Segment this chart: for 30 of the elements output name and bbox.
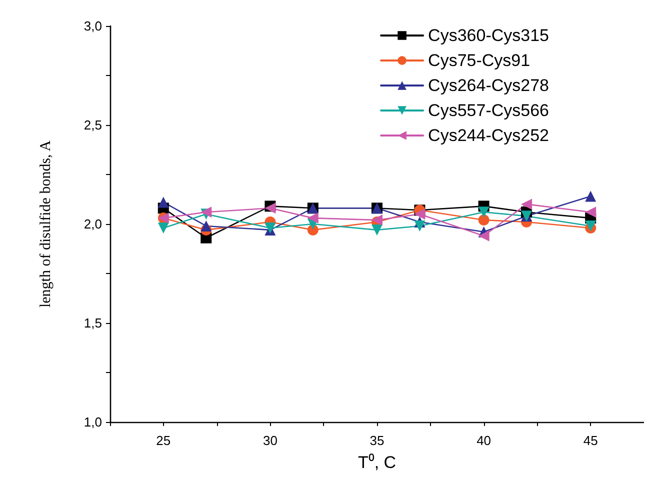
point — [478, 230, 490, 242]
point — [158, 222, 169, 234]
x-tick-label: 35 — [370, 433, 384, 448]
x-axis-title: T⁰, C — [358, 453, 396, 472]
y-tick-label: 2,0 — [84, 216, 102, 232]
x-tick-label: 30 — [262, 433, 278, 448]
y-tick-label: 2,5 — [84, 118, 102, 132]
point — [307, 212, 318, 224]
point — [478, 206, 490, 218]
legend-label: Cys244-Cys252 — [428, 126, 550, 145]
point — [585, 206, 596, 218]
x-tick-label: 40 — [476, 433, 492, 448]
point — [585, 190, 596, 202]
point — [414, 208, 426, 220]
point — [414, 220, 426, 232]
legend-label: Cys264-Cys278 — [428, 76, 550, 95]
point — [521, 198, 532, 210]
x-tick-label: 25 — [156, 433, 171, 448]
point — [158, 196, 169, 208]
legend-label: Cys75-Cys91 — [428, 51, 530, 70]
legend-label: Cys557-Cys566 — [428, 101, 550, 120]
legend-label: Cys360-Cys315 — [428, 26, 550, 45]
y-tick-label: 3,0 — [84, 18, 102, 34]
point — [478, 214, 490, 226]
y-tick-label: 1,0 — [84, 414, 102, 430]
x-tick-label: 45 — [583, 433, 598, 448]
y-tick-label: 1,5 — [84, 316, 102, 330]
y-axis-title: length of disulfide bonds, A — [38, 140, 54, 308]
point — [200, 220, 212, 232]
point — [372, 224, 382, 236]
